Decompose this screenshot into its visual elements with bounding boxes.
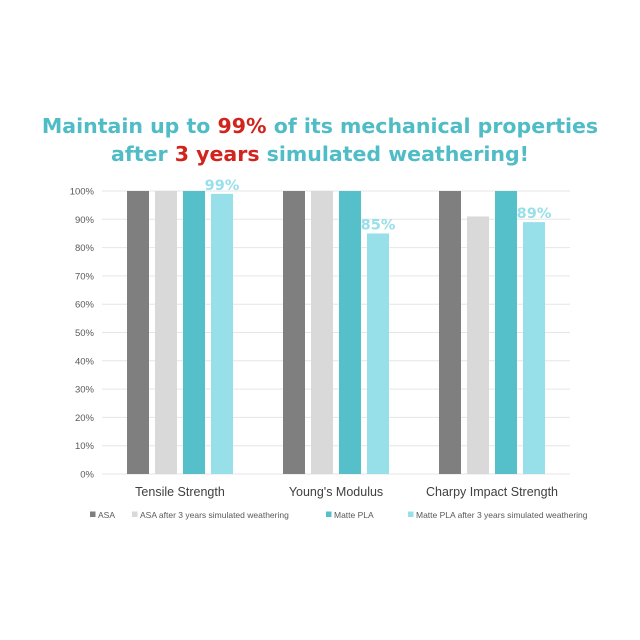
y-tick-label: 40% (75, 356, 95, 367)
title-text: after (111, 142, 175, 166)
x-axis-labels: Tensile Strength Young's Modulus Charpy Im… (135, 485, 558, 499)
legend-swatch (90, 511, 96, 517)
x-category-label: Tensile Strength (135, 485, 225, 499)
y-tick-label: 20% (75, 413, 95, 424)
bar (439, 191, 461, 474)
bar (283, 191, 305, 474)
y-tick-label: 90% (75, 215, 95, 226)
data-label: 89% (517, 206, 552, 222)
legend-label: Matte PLA (334, 510, 374, 520)
title-line-2: after 3 years simulated weathering! (0, 140, 640, 168)
x-category-label: Charpy Impact Strength (426, 485, 558, 499)
title-text: simulated weathering! (259, 142, 529, 166)
bar (339, 191, 361, 474)
title-highlight: 99% (217, 114, 267, 138)
y-tick-label: 70% (75, 271, 95, 282)
legend-swatch (408, 511, 414, 517)
legend-swatch (132, 511, 138, 517)
legend: ASA ASA after 3 years simulated weatherin… (90, 510, 588, 520)
data-label: 85% (361, 217, 396, 233)
bar (211, 193, 233, 474)
bar (367, 233, 389, 474)
bar (495, 191, 517, 474)
y-tick-label: 50% (75, 328, 95, 339)
legend-swatch (326, 511, 332, 517)
legend-label: ASA (98, 510, 115, 520)
bar (155, 191, 177, 474)
chart-title: Maintain up to 99% of its mechanical pro… (0, 112, 640, 168)
title-line-1: Maintain up to 99% of its mechanical pro… (0, 112, 640, 140)
y-tick-label: 10% (75, 441, 95, 452)
y-tick-label: 100% (70, 187, 95, 198)
x-category-label: Young's Modulus (289, 485, 383, 499)
bars (127, 191, 545, 474)
y-tick-label: 80% (75, 243, 95, 254)
y-tick-label: 60% (75, 300, 95, 311)
y-tick-label: 30% (75, 385, 95, 396)
title-text: Maintain up to (41, 114, 218, 138)
gridlines (102, 190, 570, 475)
bar (183, 191, 205, 474)
legend-label: Matte PLA after 3 years simulated weathe… (416, 510, 588, 520)
bar (127, 191, 149, 474)
bar (467, 216, 489, 474)
y-tick-label: 0% (80, 470, 94, 481)
bar (523, 222, 545, 474)
bar (311, 191, 333, 474)
legend-label: ASA after 3 years simulated weathering (140, 510, 289, 520)
title-text: of its mechanical properties (266, 114, 599, 138)
data-labels: 99% 85% 89% (205, 178, 552, 234)
title-highlight: 3 years (174, 142, 260, 166)
y-axis-ticks: 0% 10% 20% 30% 40% 50% 60% 70% 80% 90% 100% (70, 187, 95, 481)
data-label: 99% (205, 178, 240, 194)
